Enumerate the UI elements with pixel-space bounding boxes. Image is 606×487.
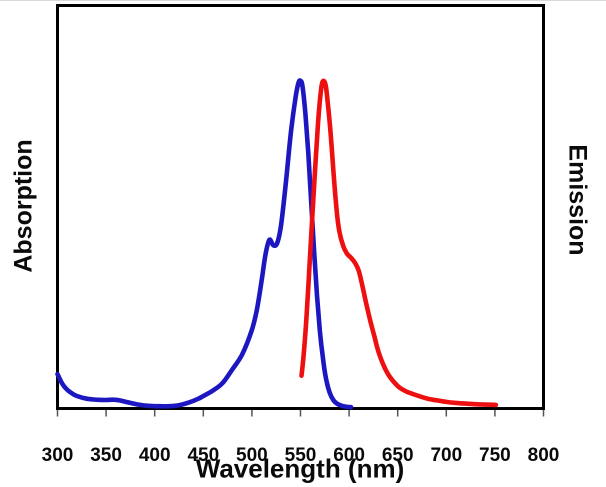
x-axis-title: Wavelength (nm) <box>195 453 405 484</box>
x-tick-label: 600 <box>333 445 365 466</box>
x-tick-label: 550 <box>285 445 317 466</box>
left-axis-title: Absorption <box>9 139 38 273</box>
x-tick-label: 300 <box>42 445 74 466</box>
x-tick-label: 700 <box>430 445 462 466</box>
right-axis-title: Emission <box>563 144 592 256</box>
emission-curve <box>299 78 499 408</box>
absorption-curve <box>55 78 354 410</box>
x-tick-label: 500 <box>236 445 268 466</box>
plot-frame <box>56 4 545 410</box>
x-tick-label: 400 <box>139 445 171 466</box>
x-tick-label: 800 <box>528 445 560 466</box>
x-tick-label: 450 <box>187 445 219 466</box>
x-tick-label: 750 <box>479 445 511 466</box>
x-tick-label: 350 <box>90 445 122 466</box>
x-tick-label: 650 <box>382 445 414 466</box>
